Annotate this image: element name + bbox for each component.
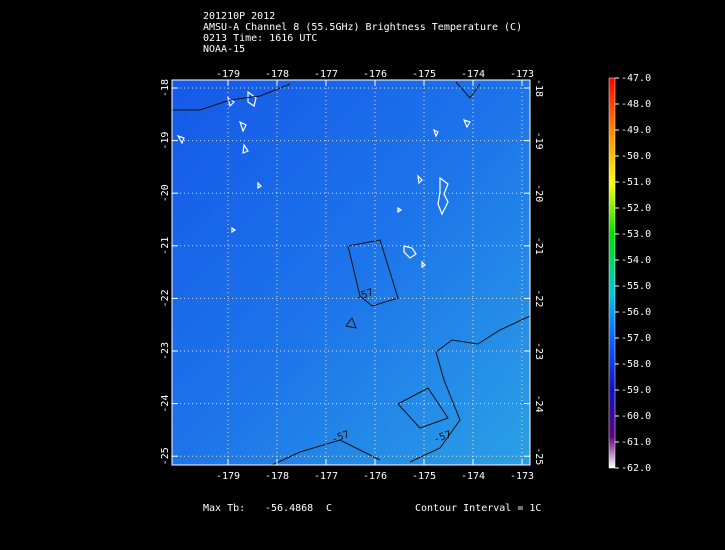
colorbar-label: -51.0: [621, 177, 651, 188]
header-line: NOAA-15: [203, 44, 245, 55]
lat-label-right: -24: [533, 395, 544, 413]
lon-label-top: -177: [314, 69, 338, 80]
lon-label-top: -174: [461, 69, 485, 80]
max-unit: C: [326, 503, 332, 514]
header-line: 201210P 2012: [203, 11, 275, 22]
map-field: [172, 80, 530, 465]
lat-label-right: -22: [533, 289, 544, 307]
map-frame: [171, 79, 531, 466]
lon-label-bottom: -173: [510, 471, 534, 482]
lon-label-bottom: -179: [216, 471, 240, 482]
colorbar-labels: -47.0 -48.0 -49.0 -50.0 -51.0 -52.0 -53.0 -54.0…: [615, 73, 651, 474]
colorbar-label: -61.0: [621, 437, 651, 448]
lat-label-right: -23: [533, 342, 544, 360]
colorbar-label: -49.0: [621, 125, 651, 136]
colorbar-label: -60.0: [621, 411, 651, 422]
lat-label-left: -22: [160, 289, 171, 307]
lon-label-bottom: -177: [314, 471, 338, 482]
header-line: AMSU-A Channel 8 (55.5GHz) Brightness Te…: [203, 22, 522, 33]
colorbar-label: -52.0: [621, 203, 651, 214]
coastlines: [176, 90, 471, 269]
colorbar-label: -48.0: [621, 99, 651, 110]
graticule: [172, 80, 530, 465]
lat-label-right: -21: [533, 237, 544, 255]
lat-label-left: -21: [160, 237, 171, 255]
lon-label-top: -173: [510, 69, 534, 80]
lon-label-bottom: -175: [412, 471, 436, 482]
lat-label-right: -18: [533, 79, 544, 97]
colorbar-label: -50.0: [621, 151, 651, 162]
colorbar-label: -58.0: [621, 359, 651, 370]
lon-label-top: -179: [216, 69, 240, 80]
colorbar-label: -54.0: [621, 255, 651, 266]
lon-label-bottom: -178: [265, 471, 289, 482]
colorbar-label: -53.0: [621, 229, 651, 240]
lon-label-top: -176: [363, 69, 387, 80]
lat-label-left: -20: [160, 184, 171, 202]
lat-label-left: -25: [160, 447, 171, 465]
lat-label-left: -18: [160, 79, 171, 97]
lon-label-top: -175: [412, 69, 436, 80]
max-value: -56.4868: [265, 503, 313, 514]
lat-label-right: -20: [533, 184, 544, 202]
max-label: Max Tb:: [203, 503, 245, 514]
colorbar-label: -55.0: [621, 281, 651, 292]
colorbar-label: -62.0: [621, 463, 651, 474]
lat-label-left: -23: [160, 342, 171, 360]
colorbar-label: -59.0: [621, 385, 651, 396]
lat-label-left: -24: [160, 395, 171, 413]
lat-label-right: -19: [533, 132, 544, 150]
colorbar-label: -56.0: [621, 307, 651, 318]
colorbar: [608, 77, 616, 469]
lat-label-right: -25: [533, 447, 544, 465]
lat-label-left: -19: [160, 132, 171, 150]
colorbar-label: -57.0: [621, 333, 651, 344]
colorbar-label: -47.0: [621, 73, 651, 84]
tick-labels: -179 -179 -178 -178 -177 -177 -176 -176 -175 -175…: [160, 69, 544, 482]
contour-interval: Contour Interval = 1C: [415, 503, 541, 514]
lon-label-bottom: -176: [363, 471, 387, 482]
header-line: 0213 Time: 1616 UTC: [203, 33, 317, 44]
lon-label-bottom: -174: [461, 471, 485, 482]
lon-label-top: -178: [265, 69, 289, 80]
